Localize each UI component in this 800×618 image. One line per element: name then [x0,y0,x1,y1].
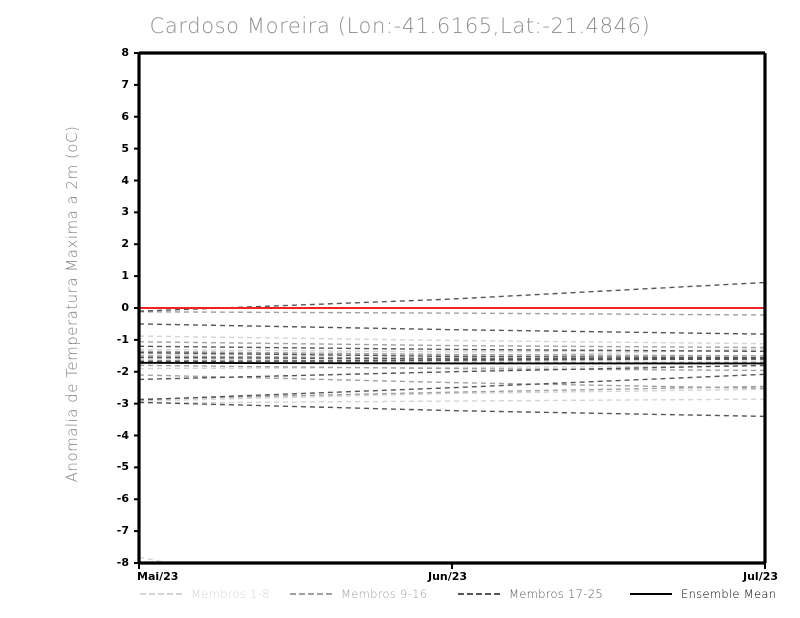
series-line [138,281,766,312]
series-line [138,385,766,400]
y-tick-label: 6 [121,109,129,123]
y-tick-label: -3 [116,396,129,410]
chart-title: Cardoso Moreira (Lon:-41.6165,Lat:-21.48… [149,14,651,38]
x-tick-label: Mai/23 [137,570,179,583]
y-tick-label: 5 [121,141,129,155]
legend-item: Membros 17-25 [458,585,603,603]
legend-item: Membros 1-8 [140,585,270,603]
y-tick-label: 8 [121,46,129,59]
y-tick-label: 2 [121,237,129,251]
y-tick-label: 4 [121,173,129,187]
y-tick-label: -2 [116,364,129,378]
y-tick-label: 1 [121,269,129,283]
legend-item: Membros 9-16 [290,585,427,603]
series-line [138,401,766,418]
y-tick-label: -8 [116,556,129,569]
y-tick-label: 7 [121,77,129,91]
tick-marks [134,52,766,569]
series-line [138,361,765,365]
y-tick-label: -5 [116,460,129,474]
y-tick-label: -1 [116,332,129,346]
legend-label: Membros 1-8 [191,587,270,601]
legend-swatch [630,593,672,595]
x-tick-label: Jul/23 [743,570,779,583]
legend-label: Ensemble Mean [681,587,777,601]
series-lines [138,281,766,563]
y-tick-label: -7 [116,524,129,538]
series-line [138,556,162,563]
legend-item: Ensemble Mean [630,585,776,603]
series-line [138,323,766,335]
y-tick-label: -4 [116,428,129,442]
legend-label: Membros 17-25 [509,587,603,601]
legend-swatch [458,593,500,595]
y-tick-label: 0 [121,301,129,314]
series-line [138,311,766,316]
chart-legend: Membros 1-8 Membros 9-16 Membros 17-25 Ense… [140,585,780,605]
y-tick-label: 3 [121,205,129,219]
legend-swatch [140,593,182,595]
x-tick-label: Jun/23 [428,570,468,583]
series-line [138,398,766,404]
series-line [138,373,766,401]
legend-label: Membros 9-16 [341,587,428,601]
y-tick-label: -6 [116,492,129,506]
legend-swatch [290,593,332,595]
